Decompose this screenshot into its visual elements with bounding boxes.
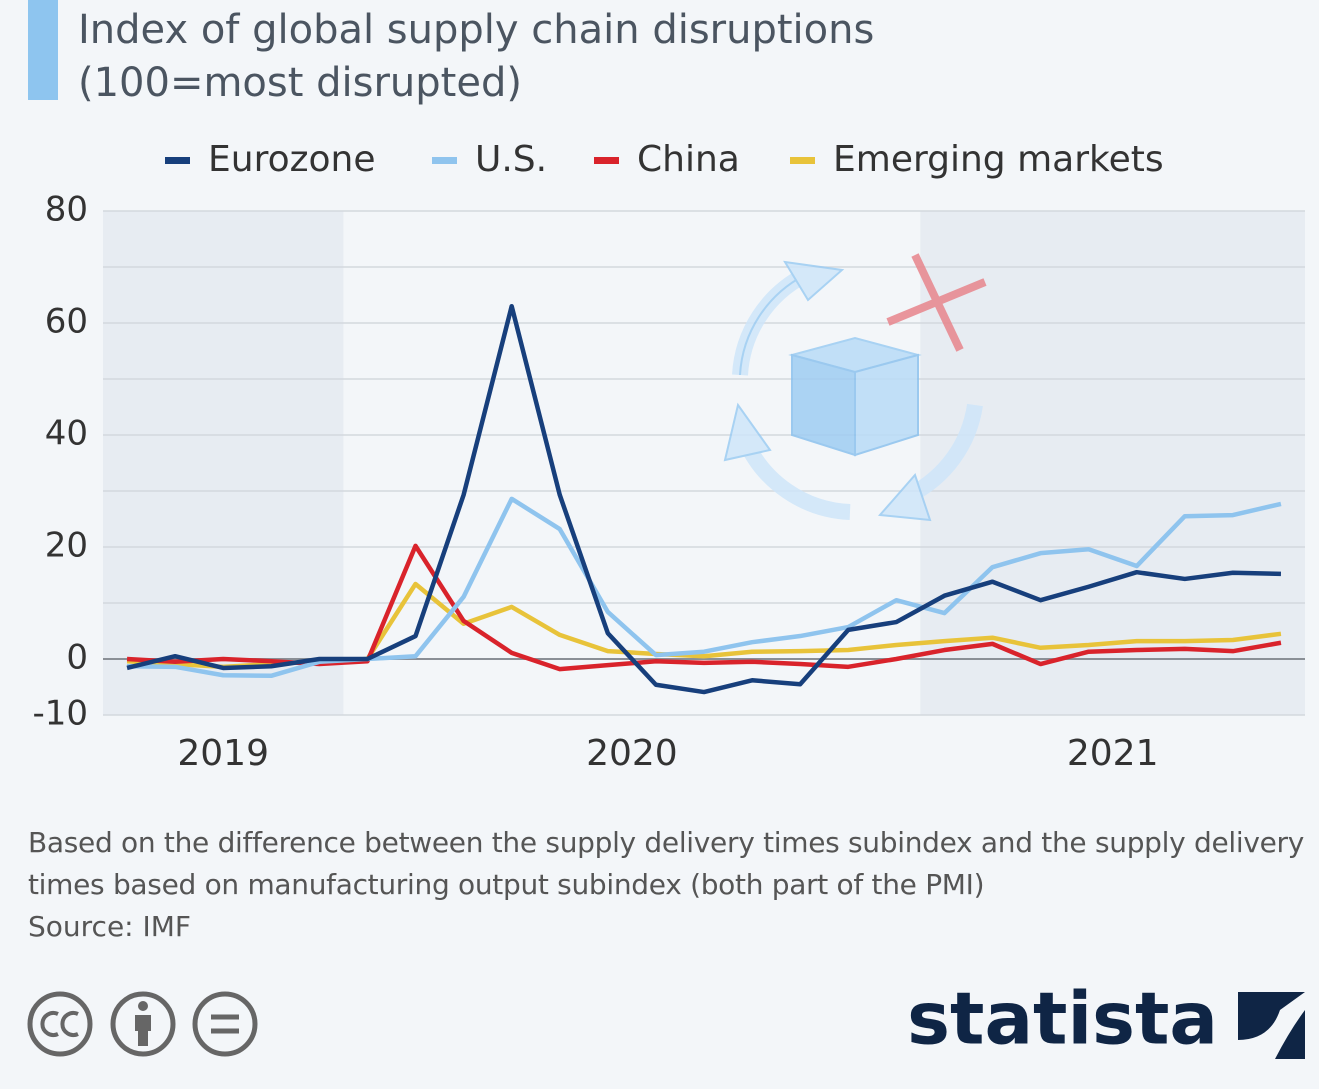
legend-swatch <box>594 157 619 164</box>
y-tick-label: -10 <box>32 694 88 734</box>
period-band <box>103 211 343 715</box>
legend-label: U.S. <box>475 139 547 180</box>
brand-name: statista <box>907 977 1218 1061</box>
brand-logo <box>1238 992 1305 1059</box>
x-period-label: 2019 <box>177 733 269 774</box>
y-tick-label: 60 <box>45 302 88 342</box>
legend-label: Emerging markets <box>833 139 1164 180</box>
legend-swatch <box>165 157 190 164</box>
chart-title: Index of global supply chain disruptions <box>78 7 874 53</box>
chart-subtitle: (100=most disrupted) <box>78 60 522 106</box>
title-accent <box>28 0 58 100</box>
legend-label: Eurozone <box>208 139 375 180</box>
chart: Index of global supply chain disruptions… <box>0 0 1319 1089</box>
y-tick-label: 40 <box>45 414 88 454</box>
source: Source: IMF <box>28 910 191 943</box>
cc-icons <box>30 994 255 1054</box>
page: Index of global supply chain disruptions… <box>0 0 1319 1089</box>
legend-swatch <box>432 157 457 164</box>
y-tick-label: 20 <box>45 526 88 566</box>
x-period-label: 2021 <box>1067 733 1159 774</box>
y-tick-label: 0 <box>66 638 88 678</box>
legend-swatch <box>790 157 815 164</box>
legend-label: China <box>637 139 740 180</box>
y-tick-label: 80 <box>45 190 88 230</box>
footnote: Based on the difference between the supp… <box>28 822 1313 906</box>
x-period-label: 2020 <box>586 733 678 774</box>
